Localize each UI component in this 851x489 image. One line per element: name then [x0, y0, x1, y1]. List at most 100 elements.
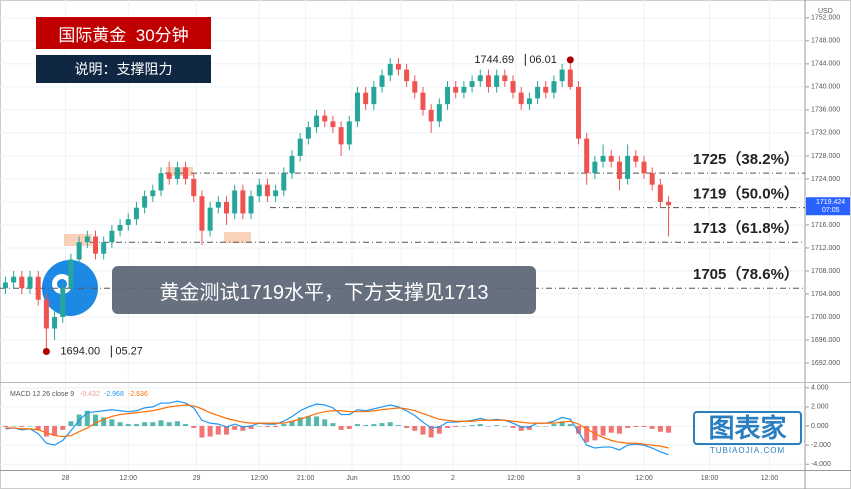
candle-body — [60, 288, 66, 317]
extreme-price: 1744.69 — [474, 54, 514, 66]
macd-histogram-bar — [150, 422, 156, 427]
level-label: 1713（61.8%） — [693, 219, 799, 237]
candle-body — [133, 207, 139, 220]
macd-histogram-bar — [633, 426, 639, 427]
candle-body — [420, 92, 426, 110]
candle-body — [207, 207, 213, 231]
candle-body — [338, 127, 344, 145]
macd-histogram-bar — [338, 426, 344, 430]
macd-histogram-bar — [43, 426, 49, 437]
candle-body — [649, 173, 655, 185]
macd-histogram-bar — [445, 426, 451, 428]
macd-histogram-bar — [101, 417, 107, 427]
macd-histogram-bar — [322, 419, 328, 427]
macd-histogram-bar — [428, 426, 434, 438]
candle-body — [273, 190, 279, 197]
candle-body — [166, 173, 172, 179]
macd-histogram-bar — [297, 417, 303, 427]
candle-body — [183, 167, 189, 179]
x-tick-label: 3 — [577, 475, 581, 482]
y-tick-label: 2.000 — [811, 404, 829, 411]
candle-body — [142, 196, 148, 208]
note-box: 黄金测试1719水平，下方支撑见1713 — [112, 266, 536, 314]
candle-body — [354, 92, 360, 122]
candle-body — [387, 63, 393, 76]
x-tick-label: 12:00 — [507, 475, 525, 482]
macd-histogram-bar — [2, 426, 8, 427]
candle-body — [494, 75, 500, 87]
level-label: 1719（50.0%） — [693, 185, 799, 203]
macd-histogram-bar — [93, 414, 99, 427]
candle-body — [199, 196, 205, 231]
y-tick-label: 1748.000 — [811, 38, 840, 45]
candle-body — [510, 81, 516, 93]
macd-histogram-bar — [27, 426, 33, 427]
candle-body — [625, 155, 631, 179]
candle-body — [477, 75, 483, 82]
macd-histogram-bar — [379, 423, 385, 427]
candle-body — [371, 86, 377, 105]
candle-body — [191, 178, 197, 197]
brand-logo: 图表家 — [693, 411, 802, 445]
macd-histogram-bar — [223, 426, 229, 435]
macd-histogram-bar — [649, 426, 655, 429]
macd-histogram-bar — [330, 423, 336, 427]
macd-histogram-bar — [183, 424, 189, 427]
y-tick-label: 1712.000 — [811, 245, 840, 252]
y-tick-label: 1752.000 — [811, 15, 840, 22]
macd-histogram-bar — [60, 426, 66, 430]
level-label: 1725（38.2%） — [693, 150, 799, 168]
candle-body — [240, 190, 246, 214]
macd-histogram-bar — [19, 426, 25, 427]
y-tick-label: 1700.000 — [811, 314, 840, 321]
candle-body — [666, 201, 672, 206]
macd-histogram-bar — [363, 425, 369, 427]
x-tick-label: 12:00 — [250, 475, 268, 482]
x-tick-label: 21:00 — [297, 475, 315, 482]
candle-body — [518, 92, 524, 105]
y-tick-label: 1704.000 — [811, 291, 840, 298]
macd-histogram-bar — [404, 426, 410, 428]
macd-histogram-bar — [666, 426, 672, 433]
macd-histogram-bar — [420, 426, 426, 435]
macd-histogram-bar — [576, 426, 582, 434]
candle-body — [657, 184, 663, 202]
candle-body — [616, 161, 622, 179]
macd-histogram-bar — [543, 426, 549, 427]
macd-histogram-bar — [305, 416, 311, 427]
macd-histogram-bar — [494, 425, 500, 427]
extreme-dot — [42, 348, 50, 356]
title-box: 国际黄金 30分钟 — [36, 17, 211, 49]
macd-histogram-bar — [616, 426, 622, 434]
candle-body — [101, 242, 107, 254]
macd-histogram-bar — [346, 426, 352, 429]
candle-body — [314, 115, 320, 128]
macd-histogram-bar — [68, 421, 74, 427]
macd-histogram-bar — [232, 426, 238, 430]
candle-body — [584, 138, 590, 174]
macd-histogram-bar — [240, 426, 246, 431]
extreme-price: 1694.00 — [60, 345, 100, 357]
macd-histogram-bar — [395, 425, 401, 427]
zone-box — [224, 232, 251, 243]
y-tick-label: 1744.000 — [811, 61, 840, 68]
candle-body — [76, 242, 82, 260]
macd-histogram-bar — [567, 424, 573, 427]
macd-histogram-bar — [207, 426, 213, 437]
candle-body — [461, 86, 467, 93]
macd-current: -2.968 — [104, 391, 124, 398]
candle-body — [322, 115, 328, 122]
candle-body — [35, 276, 41, 300]
macd-histogram-bar — [641, 426, 647, 427]
candle-body — [330, 121, 336, 128]
candle-body — [379, 75, 385, 87]
macd-histogram-bar — [289, 421, 295, 427]
macd-histogram-bar — [502, 426, 508, 427]
macd-histogram-bar — [11, 426, 17, 427]
subtitle-box: 说明：支撑阻力 — [36, 55, 211, 83]
macd-histogram-bar — [273, 426, 279, 427]
candle-body — [117, 224, 123, 231]
macd-histogram-bar — [133, 424, 139, 427]
macd-histogram-bar — [510, 426, 516, 428]
